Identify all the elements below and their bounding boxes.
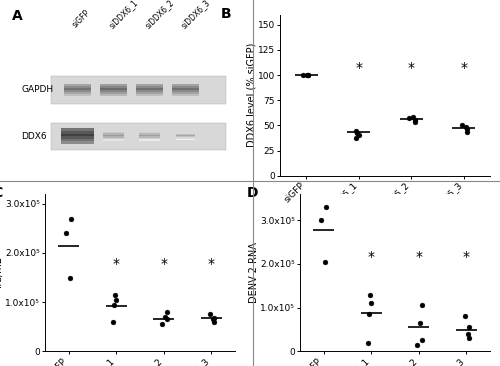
- Bar: [102, 133, 124, 135]
- Text: GAPDH: GAPDH: [21, 85, 54, 94]
- Bar: [136, 92, 163, 94]
- Bar: [138, 132, 160, 134]
- Bar: [172, 90, 199, 92]
- Text: *: *: [160, 257, 167, 271]
- Bar: [62, 139, 94, 142]
- Bar: [172, 87, 199, 90]
- Bar: [138, 137, 160, 139]
- Bar: [102, 135, 124, 137]
- Bar: [176, 136, 195, 138]
- Bar: [100, 87, 127, 90]
- Bar: [176, 138, 195, 140]
- Bar: [176, 135, 195, 137]
- Bar: [102, 132, 124, 134]
- Text: siDDX6_3: siDDX6_3: [179, 0, 212, 30]
- Bar: [176, 134, 195, 135]
- Bar: [62, 128, 94, 131]
- Bar: [100, 94, 127, 96]
- Text: *: *: [460, 61, 467, 75]
- Text: A: A: [12, 9, 23, 23]
- Bar: [64, 83, 91, 86]
- Bar: [102, 139, 124, 141]
- Bar: [64, 92, 91, 94]
- Text: *: *: [368, 250, 375, 264]
- Bar: [62, 134, 94, 137]
- Text: *: *: [408, 61, 415, 75]
- Bar: [172, 94, 199, 96]
- Bar: [136, 83, 163, 86]
- Text: D: D: [247, 186, 258, 200]
- Bar: [172, 92, 199, 94]
- Bar: [136, 87, 163, 90]
- Text: DDX6: DDX6: [21, 132, 47, 141]
- Bar: [64, 90, 91, 92]
- Bar: [138, 135, 160, 137]
- Bar: [102, 137, 124, 139]
- Bar: [64, 86, 91, 88]
- Bar: [100, 92, 127, 94]
- Text: siDDX6_2: siDDX6_2: [143, 0, 176, 30]
- Bar: [62, 131, 94, 134]
- Text: *: *: [415, 250, 422, 264]
- Bar: [138, 139, 160, 141]
- Bar: [64, 94, 91, 96]
- Text: siDDX6_1: siDDX6_1: [107, 0, 140, 30]
- Bar: [176, 132, 195, 134]
- Text: *: *: [463, 250, 470, 264]
- Bar: [136, 94, 163, 96]
- Bar: [100, 90, 127, 92]
- Bar: [50, 76, 226, 104]
- Bar: [138, 133, 160, 135]
- Bar: [172, 86, 199, 88]
- Text: C: C: [0, 186, 2, 200]
- Text: *: *: [113, 257, 120, 271]
- Bar: [136, 90, 163, 92]
- Y-axis label: DENV-2 RNA: DENV-2 RNA: [249, 242, 259, 303]
- Bar: [172, 83, 199, 86]
- Y-axis label: ffu/mL: ffu/mL: [0, 257, 4, 288]
- Text: *: *: [208, 257, 215, 271]
- Bar: [176, 137, 195, 139]
- Bar: [138, 136, 160, 138]
- Bar: [64, 87, 91, 90]
- Bar: [100, 86, 127, 88]
- Bar: [136, 86, 163, 88]
- Bar: [50, 123, 226, 150]
- Bar: [62, 141, 94, 144]
- Text: siGFP: siGFP: [71, 8, 92, 30]
- Text: *: *: [355, 61, 362, 75]
- Y-axis label: DDX6 level (% siGFP): DDX6 level (% siGFP): [246, 43, 256, 147]
- Text: B: B: [221, 7, 232, 20]
- Bar: [62, 136, 94, 139]
- Bar: [100, 83, 127, 86]
- Bar: [102, 136, 124, 138]
